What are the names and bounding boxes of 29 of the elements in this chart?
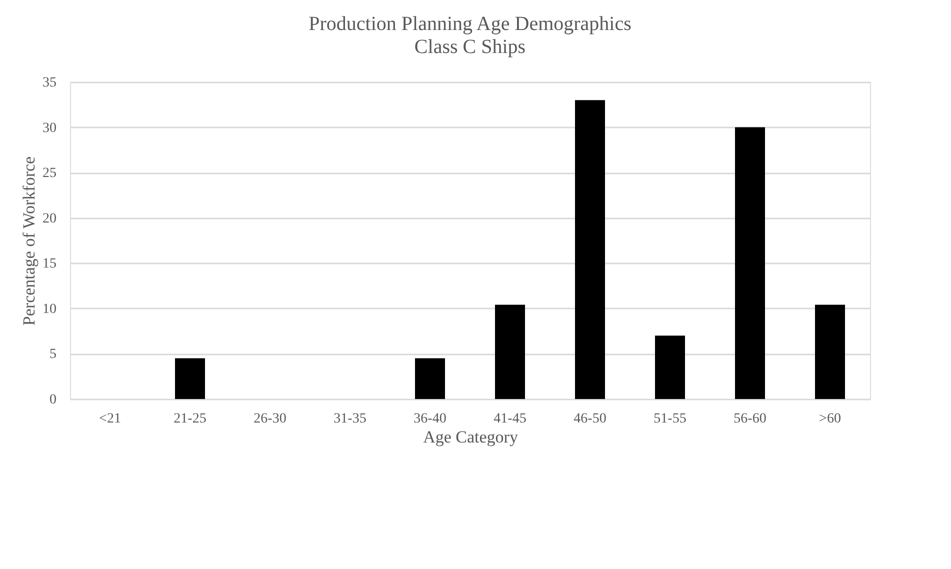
x-tick-label: 41-45 bbox=[494, 412, 526, 426]
x-tick-label: 46-50 bbox=[574, 412, 606, 426]
x-axis-title: Age Category bbox=[423, 428, 518, 446]
x-tick-label: 21-25 bbox=[174, 412, 206, 426]
bar bbox=[655, 336, 685, 399]
y-tick-label: 5 bbox=[50, 347, 56, 362]
y-tick-label: 20 bbox=[42, 211, 56, 226]
bar bbox=[815, 304, 845, 399]
y-tick-label: 30 bbox=[42, 120, 56, 136]
x-tick-label: <21 bbox=[99, 412, 121, 426]
x-tick-label: >60 bbox=[819, 412, 841, 426]
bar bbox=[575, 100, 605, 399]
x-tick-label: 51-55 bbox=[654, 412, 686, 426]
chart-title: Production Planning Age Demographics bbox=[308, 13, 632, 35]
y-tick-label: 15 bbox=[42, 256, 56, 272]
x-tick-label: 56-60 bbox=[734, 412, 766, 426]
bar bbox=[415, 358, 445, 399]
bar bbox=[735, 127, 765, 399]
x-tick-label: 26-30 bbox=[254, 412, 286, 426]
y-axis-title: Percentage of Workforce bbox=[20, 156, 38, 326]
chart-subtitle: Class C Ships bbox=[414, 36, 526, 58]
y-tick-label: 10 bbox=[42, 302, 56, 317]
x-tick-label: 31-35 bbox=[334, 412, 366, 426]
y-tick-label: 35 bbox=[42, 76, 56, 90]
y-tick-label: 0 bbox=[50, 392, 56, 408]
x-tick-label: 36-40 bbox=[414, 412, 446, 426]
bar bbox=[175, 358, 205, 399]
bar bbox=[495, 304, 525, 399]
y-tick-label: 25 bbox=[42, 166, 56, 182]
